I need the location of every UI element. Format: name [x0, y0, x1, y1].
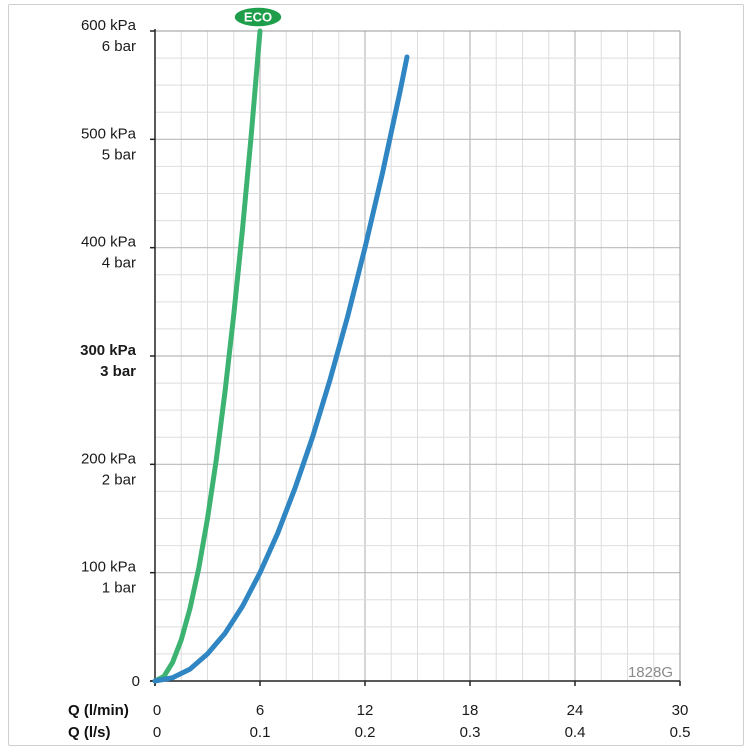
y-tick-label-kpa: 300 kPa — [80, 342, 137, 359]
y-tick-label-kpa: 500 kPa — [81, 125, 137, 142]
x-axis-title-primary: Q (l/min) — [68, 702, 129, 719]
y-tick-label-kpa: 600 kPa — [81, 17, 137, 34]
x-tick-label-ls: 0.1 — [250, 724, 271, 741]
eco-badge — [233, 6, 283, 28]
series-line-eco — [152, 28, 263, 684]
tick-labels: 0 100 kPa 1 bar 200 kPa 2 bar 300 kPa 3 bar 400… — [68, 17, 690, 741]
eco-badge-label: ECO — [244, 10, 272, 25]
x-tick-label-lmin: 30 — [672, 702, 689, 719]
series-line-standard — [152, 54, 410, 684]
x-tick-label-ls: 0 — [153, 724, 161, 741]
y-tick-label-bar: 5 bar — [102, 146, 136, 163]
page-frame — [8, 4, 744, 746]
y-tick-label-kpa: 200 kPa — [81, 450, 137, 467]
model-code-watermark: 1828G — [628, 664, 673, 681]
y-tick-label-kpa: 0 — [132, 673, 140, 690]
y-tick-label-bar: 1 bar — [102, 580, 136, 597]
y-tick-label-bar: 3 bar — [100, 363, 136, 380]
y-tick-label-bar: 2 bar — [102, 471, 136, 488]
x-tick-label-ls: 0.4 — [565, 724, 586, 741]
x-tick-label-ls: 0.3 — [460, 724, 481, 741]
y-tick-label-bar: 6 bar — [102, 38, 136, 55]
x-axis-title-secondary: Q (l/s) — [68, 724, 111, 741]
x-tick-label-ls: 0.5 — [670, 724, 691, 741]
series-layer — [152, 28, 410, 684]
x-tick-label-lmin: 6 — [256, 702, 264, 719]
y-tick-label-bar: 4 bar — [102, 255, 136, 272]
grid — [155, 30, 681, 681]
x-tick-label-lmin: 24 — [567, 702, 584, 719]
eco-badge-layer: ECO — [233, 6, 283, 28]
y-tick-label-kpa: 400 kPa — [81, 234, 137, 251]
x-tick-label-lmin: 12 — [357, 702, 374, 719]
axes — [150, 29, 681, 686]
y-tick-label-kpa: 100 kPa — [81, 559, 137, 576]
x-tick-label-ls: 0.2 — [355, 724, 376, 741]
x-tick-label-lmin: 0 — [153, 702, 161, 719]
x-tick-label-lmin: 18 — [462, 702, 479, 719]
